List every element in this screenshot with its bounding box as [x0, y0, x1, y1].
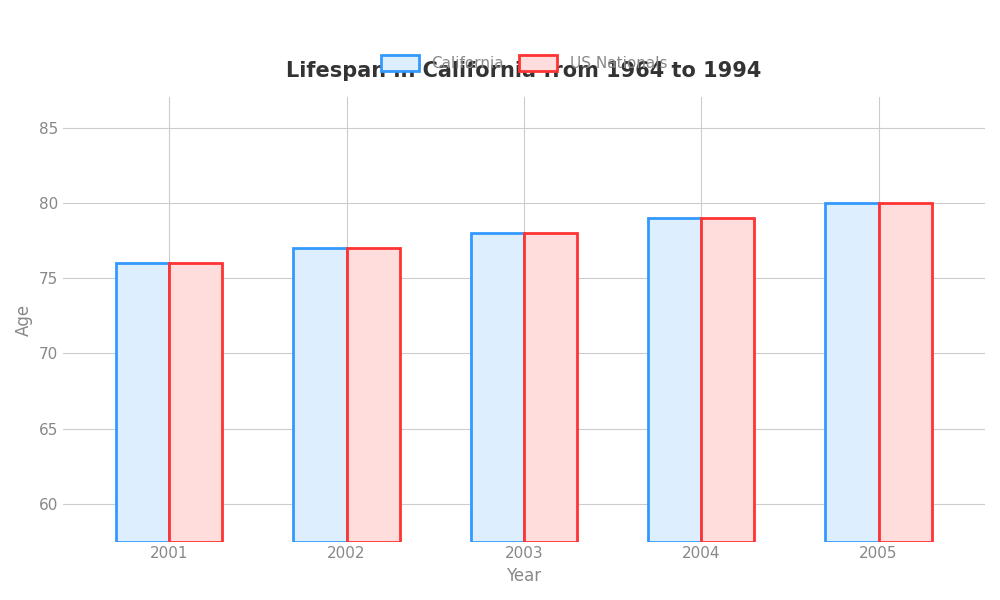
- Title: Lifespan in California from 1964 to 1994: Lifespan in California from 1964 to 1994: [286, 61, 762, 80]
- Bar: [825, 203, 879, 542]
- Y-axis label: Age: Age: [15, 304, 33, 335]
- Bar: [169, 263, 222, 542]
- Bar: [293, 248, 347, 542]
- Bar: [471, 233, 524, 542]
- Bar: [524, 233, 577, 542]
- Legend: California, US Nationals: California, US Nationals: [373, 47, 675, 79]
- X-axis label: Year: Year: [506, 567, 541, 585]
- Bar: [701, 218, 754, 542]
- Bar: [116, 263, 169, 542]
- Bar: [648, 218, 701, 542]
- Bar: [879, 203, 932, 542]
- Bar: [347, 248, 400, 542]
